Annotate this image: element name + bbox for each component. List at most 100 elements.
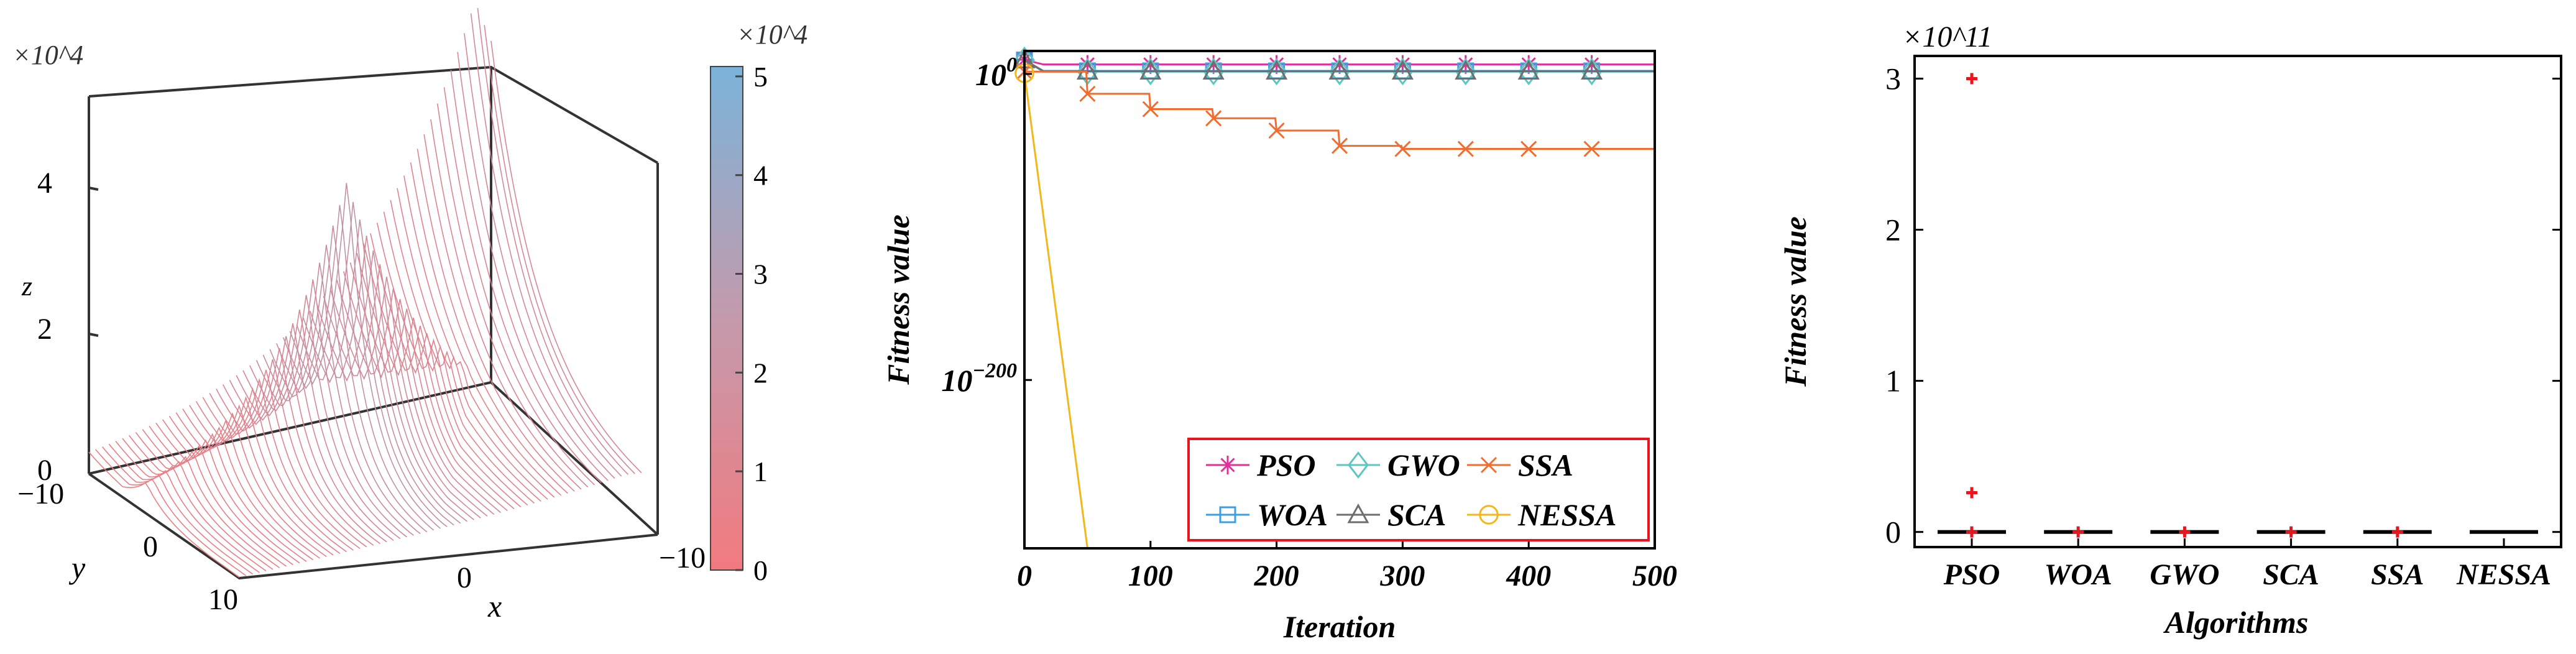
surface-mesh-line (316, 250, 468, 522)
surface-mesh-line (135, 432, 287, 567)
marker-circle (1479, 505, 1499, 525)
surface-mesh-line (182, 404, 334, 556)
line-panel: 0 100 200 300 400 500 100 10−200 Iteration Fit… (881, 46, 1677, 644)
surface-wireframe (88, 7, 642, 578)
legend-entry-nessa: NESSA (1467, 497, 1616, 532)
colorbar-tick-label: 4 (753, 160, 768, 191)
marker-stroke (1331, 137, 1348, 154)
x-tick-label: 0 (1017, 560, 1032, 592)
colorbar-ticks: 0 1 2 3 4 5 (735, 61, 768, 586)
marker-stroke (1480, 456, 1497, 474)
surface-mesh-line (323, 264, 474, 520)
surface-mesh-line (209, 369, 361, 550)
legend-entry-pso: PSO (1206, 448, 1315, 482)
surface-mesh-line (490, 40, 642, 474)
outlier-sca (2285, 526, 2297, 538)
surface-mesh-line (115, 441, 267, 572)
legend-entry-woa: WOA (1206, 497, 1328, 532)
marker-triangle (1517, 60, 1540, 80)
outlier-ssa (2391, 526, 2403, 538)
y-tick-label: 0 (1885, 515, 1901, 550)
marker-stroke (1142, 101, 1159, 117)
y-tick-label: 100 (975, 53, 1017, 92)
x-tick-label: PSO (1943, 558, 2000, 591)
y-tick-label: 1 (1885, 364, 1901, 398)
surface-x-ticks: 0 −10 (457, 541, 706, 594)
x-tick-label: SSA (2371, 558, 2424, 591)
legend-items: PSO GWO SSA WOA SCA NESSA (1206, 448, 1616, 532)
box-y-axis-label: Fitness value (1778, 216, 1813, 387)
marker-stroke (1220, 458, 1235, 472)
surface-mesh-line (249, 295, 401, 540)
surface-z-exponent: ×10^4 (12, 40, 83, 70)
x-tick-label: 100 (1128, 560, 1173, 592)
surface-mesh-line (289, 183, 441, 529)
marker-triangle (1266, 60, 1288, 80)
z-tick: 4 (37, 167, 52, 200)
surface-mesh-line (484, 25, 635, 474)
surface-mesh-line (430, 119, 582, 490)
x-tick: 0 (457, 561, 472, 594)
line-x-axis-label: Iteration (1283, 609, 1396, 644)
surface-mesh-line (155, 422, 307, 562)
colorbar-tick-label: 5 (753, 61, 768, 93)
outlier-gwo (2179, 526, 2191, 538)
line-x-ticks: 0 100 200 300 400 500 (1017, 541, 1677, 592)
x-tick: −10 (659, 541, 706, 574)
surface-mesh-line (149, 425, 300, 564)
surface-mesh-line (303, 219, 454, 526)
outlier-woa (2072, 526, 2084, 538)
x-tick-label: GWO (2150, 558, 2219, 591)
y-tick: 10 (208, 583, 238, 616)
surface-mesh-line (349, 262, 502, 514)
marker-triangle (1347, 503, 1369, 523)
surface-mesh-line (229, 336, 380, 545)
colorbar-tick-label: 3 (753, 259, 768, 290)
legend-label: PSO (1256, 448, 1315, 482)
surface-mesh-line (175, 412, 327, 558)
surface-mesh-line (356, 253, 508, 512)
surface-mesh-line (477, 7, 628, 475)
marker-stroke (1205, 110, 1222, 127)
surface-mesh-line (162, 419, 314, 561)
legend-label: WOA (1257, 497, 1328, 532)
marker-diamond (1518, 58, 1540, 86)
x-tick-label: SCA (2263, 558, 2319, 591)
marker-stroke (1268, 122, 1285, 139)
surface-mesh-line (296, 201, 448, 528)
y-tick: −10 (17, 477, 64, 510)
surface-z-label: z (21, 271, 32, 302)
surface-mesh-line (336, 280, 488, 517)
legend-frame (1187, 438, 1650, 541)
box-y-exponent: ×10^11 (1902, 21, 1992, 53)
surface-mesh-line (216, 359, 367, 548)
surface-mesh-line (202, 377, 354, 551)
line-series-group (1013, 46, 1655, 549)
marker-diamond (1455, 58, 1476, 86)
surface-mesh-line (122, 438, 274, 570)
box-x-axis-label: Algorithms (2163, 605, 2309, 640)
box-marks (1938, 73, 2538, 538)
marker-stroke (1520, 140, 1537, 157)
marker-triangle (1202, 60, 1225, 80)
legend-label: SCA (1387, 497, 1447, 532)
marker-diamond (1266, 58, 1287, 86)
outlier-pso (1966, 73, 1977, 85)
colorbar-tick-label: 0 (753, 555, 768, 586)
legend-entry-ssa: SSA (1467, 448, 1573, 482)
surface-mesh-line (457, 52, 609, 481)
marker-triangle (1139, 60, 1162, 80)
surface-mesh-line (370, 233, 522, 508)
y-tick-label: 3 (1885, 61, 1901, 96)
marker-stroke (1583, 140, 1600, 157)
surface-box (88, 65, 659, 580)
surface-mesh-line (443, 87, 596, 486)
line-y-ticks: 100 10−200 (941, 53, 1032, 398)
surface-mesh-line (262, 262, 414, 536)
surface-mesh-line (129, 435, 280, 569)
box-panel: ×10^11 0 1 2 3 PSO WOA GWO SCA SSA NESSA Algorit… (1778, 21, 2562, 640)
marker-diamond (1392, 58, 1414, 86)
series-line-nessa (1023, 73, 1088, 549)
surface-mesh-line (195, 387, 347, 553)
